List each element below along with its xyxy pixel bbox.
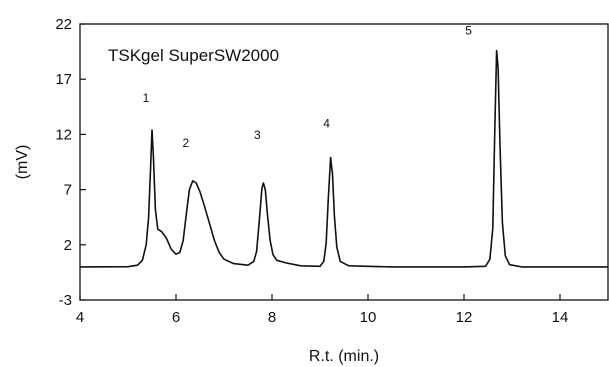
y-tick-label: 2 — [64, 237, 72, 254]
y-tick-label: 22 — [55, 16, 72, 33]
x-tick-label: 10 — [360, 309, 377, 326]
chromatogram-trace — [79, 49, 608, 268]
y-tick-label: -3 — [59, 292, 72, 309]
x-tick-label: 4 — [76, 309, 84, 326]
x-tick-label: 14 — [552, 309, 569, 326]
peak-labels: 1 2 3 4 5 — [143, 23, 473, 149]
y-axis-title: (mV) — [14, 145, 31, 180]
x-axis-ticks: 4 6 8 10 12 14 — [76, 294, 569, 326]
peak-label-2: 2 — [182, 136, 189, 150]
x-tick-label: 8 — [268, 309, 276, 326]
peak-label-4: 4 — [323, 117, 330, 131]
y-tick-label: 7 — [64, 182, 72, 199]
y-tick-label: 17 — [55, 71, 72, 88]
plot-frame — [79, 23, 609, 301]
y-axis-ticks: -3 2 7 12 17 22 — [55, 16, 86, 309]
column-annotation: TSKgel SuperSW2000 — [108, 46, 279, 65]
x-axis-title: R.t. (min.) — [309, 348, 379, 365]
peak-label-1: 1 — [143, 91, 150, 105]
peak-label-3: 3 — [254, 128, 261, 142]
peak-label-5: 5 — [465, 23, 472, 37]
x-tick-label: 6 — [172, 309, 180, 326]
y-tick-label: 12 — [55, 126, 72, 143]
x-tick-label: 12 — [456, 309, 473, 326]
